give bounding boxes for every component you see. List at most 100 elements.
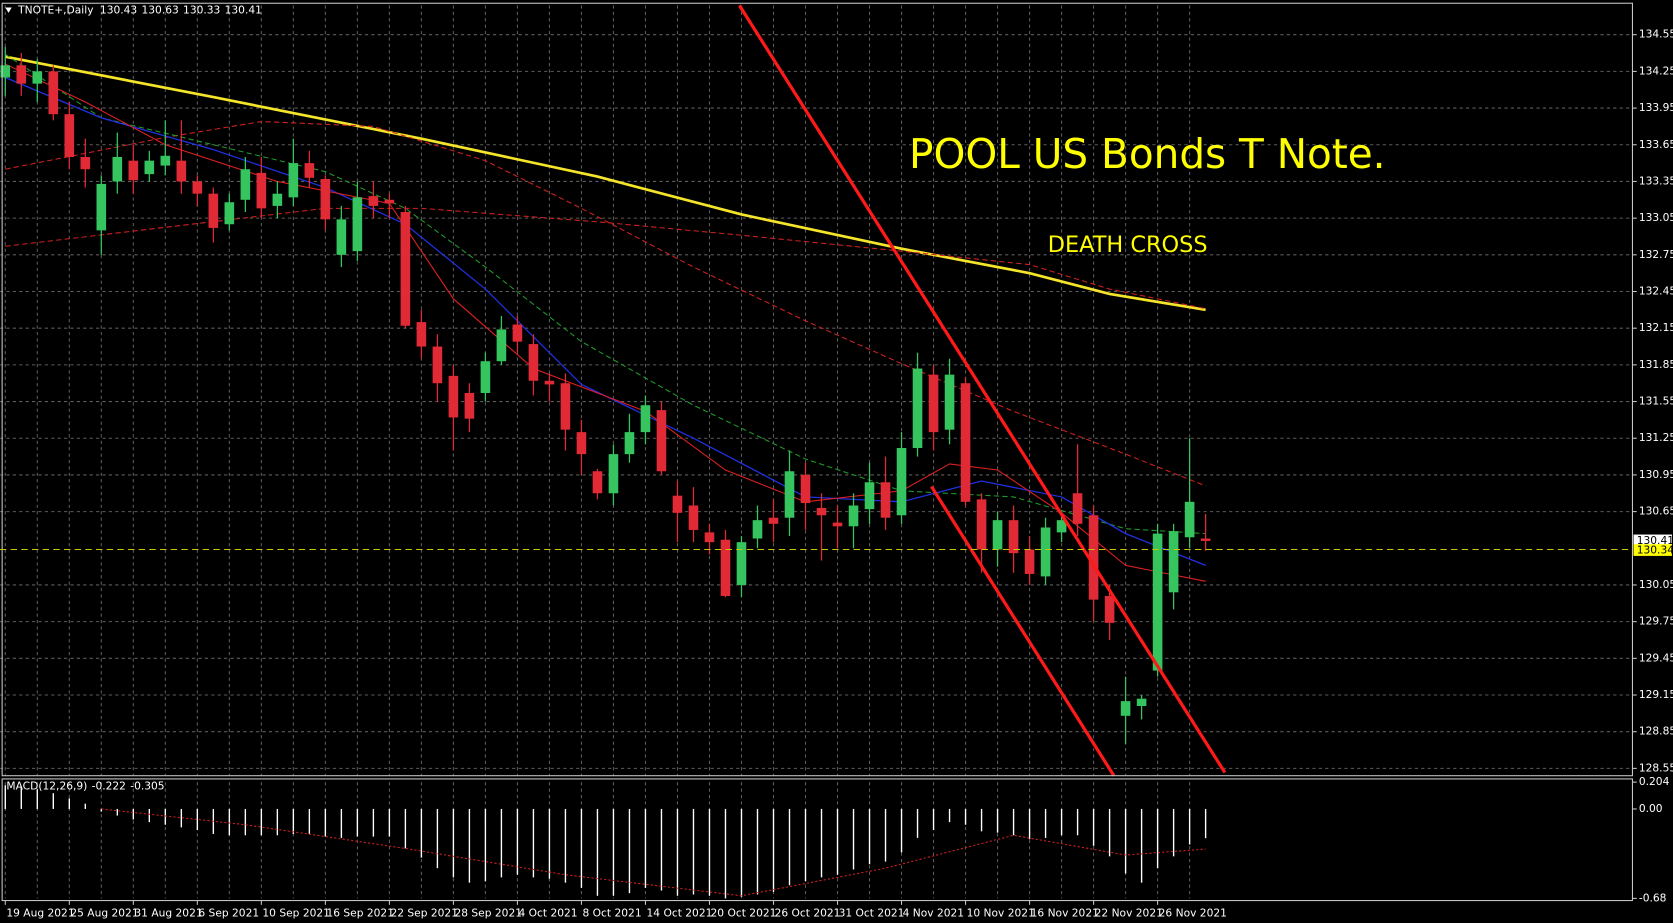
candle-body — [128, 160, 139, 181]
x-tick-label: 20 Oct 2021 — [711, 906, 777, 919]
candle-body — [96, 183, 107, 231]
candle-body — [512, 324, 523, 342]
x-tick-label: 31 Aug 2021 — [134, 906, 202, 919]
candle-body — [848, 505, 859, 527]
candle-body — [320, 179, 331, 220]
candle-body — [416, 322, 427, 347]
y-tick-label: 129.45 — [1639, 651, 1673, 664]
x-tick-label: 26 Nov 2021 — [1159, 906, 1227, 919]
candle-body — [144, 160, 155, 175]
candle-body — [1056, 520, 1067, 533]
bid-price-label: 130.34 — [1637, 544, 1673, 557]
x-tick-label: 10 Nov 2021 — [967, 906, 1035, 919]
x-tick-label: 8 Oct 2021 — [583, 906, 642, 919]
low-value: 130.33 — [183, 4, 220, 17]
y-tick-label: 132.45 — [1639, 285, 1673, 298]
candle-body — [864, 482, 875, 510]
candle-body — [704, 532, 715, 543]
x-tick-label: 4 Nov 2021 — [903, 906, 964, 919]
candle-body — [32, 71, 43, 84]
candle-body — [880, 482, 891, 518]
candle-body — [1040, 527, 1051, 577]
y-tick-label: 134.25 — [1639, 64, 1673, 77]
y-tick-label: 132.75 — [1639, 248, 1673, 261]
candle-body — [64, 114, 75, 157]
candle-body — [944, 374, 955, 430]
macd-panel-frame — [1, 778, 1633, 902]
candle-body — [688, 505, 699, 530]
candle-body — [304, 163, 315, 178]
open-value: 130.43 — [100, 4, 137, 17]
candle-body — [912, 368, 923, 449]
candle-body — [368, 196, 379, 206]
bid-price-box — [1633, 544, 1672, 556]
candle-body — [896, 448, 907, 516]
candle-body — [192, 181, 203, 194]
candle-body — [352, 197, 363, 252]
y-tick-label: 133.35 — [1639, 174, 1673, 187]
candle-body — [176, 160, 187, 182]
candle-body — [800, 474, 811, 504]
y-tick-label: 129.75 — [1639, 615, 1673, 628]
candle-body — [208, 193, 219, 228]
macd-value: -0.222 — [92, 779, 126, 792]
x-tick-label: 6 Sep 2021 — [198, 906, 259, 919]
y-tick-label: 130.65 — [1639, 505, 1673, 518]
high-value: 130.63 — [141, 4, 178, 17]
candle-body — [1088, 515, 1099, 600]
macd-header: MACD(12,26,9) -0.222 -0.305 — [6, 779, 164, 792]
grid — [0, 5, 1633, 899]
candle-body — [640, 405, 651, 433]
signal-value: -0.305 — [130, 779, 164, 792]
candle-body — [672, 495, 683, 513]
candle-body — [112, 156, 123, 182]
x-tick-label: 10 Sep 2021 — [262, 906, 330, 919]
candle-body — [1120, 701, 1131, 716]
moving-average — [5, 121, 1206, 487]
candle-body — [1104, 595, 1115, 623]
x-tick-label: 26 Oct 2021 — [775, 906, 841, 919]
candle-body — [656, 410, 667, 472]
candle-body — [16, 65, 27, 84]
chart-header: TNOTE+,Daily 130.43 130.63 130.33 130.41 — [17, 4, 262, 17]
candle-body — [624, 432, 635, 455]
y-tick-label: 133.95 — [1639, 101, 1673, 114]
candle-body — [256, 172, 267, 209]
last-price-box — [1633, 534, 1672, 547]
x-tick-label: 22 Nov 2021 — [1095, 906, 1163, 919]
trend-line — [738, 4, 1227, 774]
candle-body — [528, 344, 539, 381]
candle-body — [1008, 520, 1019, 554]
candle-body — [736, 542, 747, 585]
x-tick-label: 16 Sep 2021 — [326, 906, 394, 919]
candle-body — [0, 65, 11, 78]
x-tick-label: 14 Oct 2021 — [647, 906, 713, 919]
moving-average — [5, 55, 1206, 312]
x-tick-label: 28 Sep 2021 — [454, 906, 522, 919]
candle-body — [160, 155, 171, 166]
candle-body — [400, 212, 411, 326]
x-tick-label: 31 Oct 2021 — [839, 906, 905, 919]
candle-body — [448, 375, 459, 418]
candle-body — [1024, 549, 1035, 574]
candle-body — [480, 361, 491, 393]
candle-body — [752, 520, 763, 539]
collapse-arrow[interactable] — [5, 7, 12, 13]
candle-body — [224, 202, 235, 225]
candle-body — [1152, 533, 1163, 671]
candle-body — [992, 520, 1003, 550]
candle-body — [48, 71, 59, 115]
y-tick-label: -0.68 — [1639, 891, 1667, 904]
candle-body — [928, 374, 939, 433]
moving-average — [4, 53, 1206, 535]
y-tick-label: 130.95 — [1639, 468, 1673, 481]
candle-body — [960, 383, 971, 502]
x-tick-label: 19 Aug 2021 — [6, 906, 74, 919]
y-tick-label: 130.05 — [1639, 578, 1673, 591]
candle-body — [464, 392, 475, 419]
candle-body — [1072, 493, 1083, 524]
candle-body — [1200, 538, 1211, 541]
candle-body — [544, 380, 555, 385]
